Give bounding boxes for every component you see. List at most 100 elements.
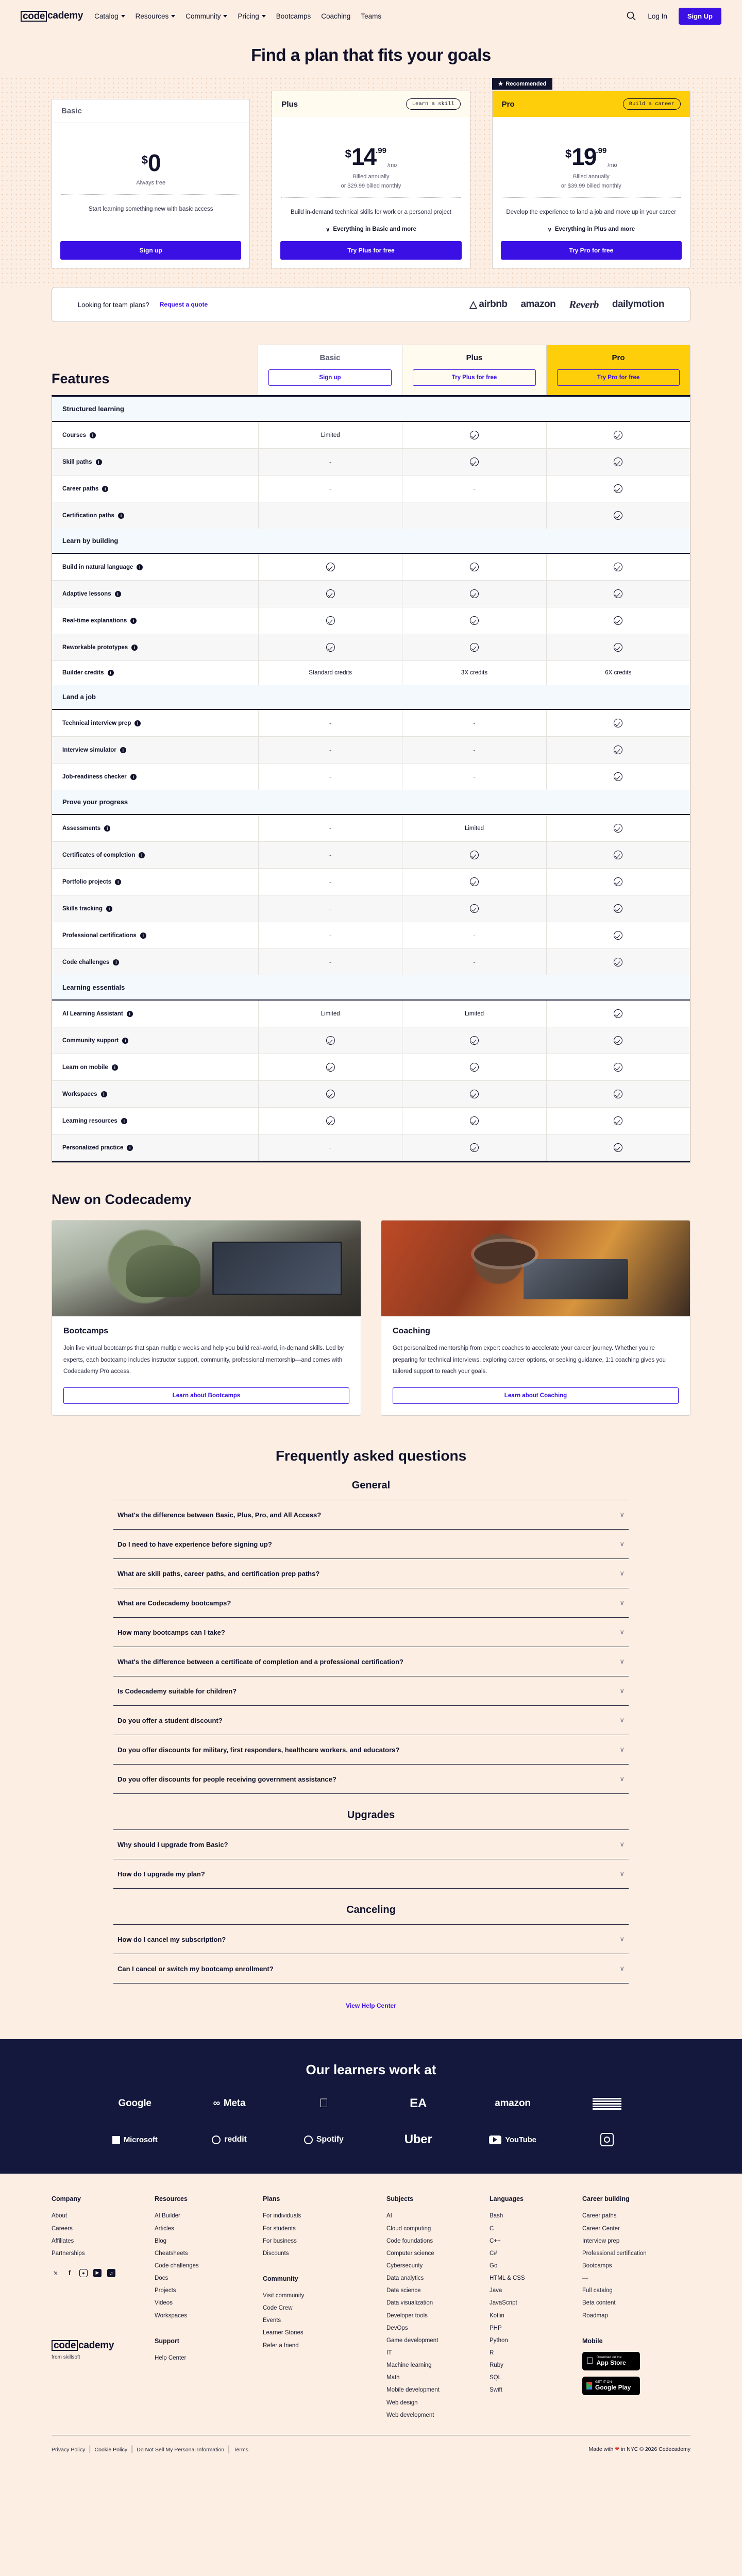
footer-link[interactable]: Roadmap [582,2312,608,2319]
faq-item[interactable]: What's the difference between a certific… [113,1647,629,1677]
footer-link[interactable]: Help Center [155,2354,187,2361]
footer-link[interactable]: Docs [155,2275,168,2282]
footer-link[interactable]: Visit community [263,2292,305,2299]
info-icon[interactable]: i [120,747,126,753]
footer-link[interactable]: Python [490,2337,508,2344]
footer-link[interactable]: About [52,2213,68,2219]
nav-link-pricing[interactable]: Pricing [238,12,266,20]
footer-link[interactable]: Cheatsheets [155,2250,188,2257]
plan-everything-toggle[interactable]: ∨ Everything in Basic and more [281,226,460,233]
footer-link[interactable]: JavaScript [490,2300,517,2307]
plan-cta-button[interactable]: Try Pro for free [500,241,682,260]
footer-link[interactable]: For students [263,2225,296,2232]
feature-basic-cta[interactable]: Sign up [268,369,392,386]
info-icon[interactable]: i [122,1037,129,1044]
footer-link[interactable]: For business [263,2238,297,2244]
faq-item[interactable]: Why should I upgrade from Basic? ∨ [113,1830,629,1860]
footer-link[interactable]: — [582,2275,588,2282]
footer-link[interactable]: Cloud computing [386,2225,431,2232]
plan-cta-button[interactable]: Sign up [60,241,242,260]
footer-link[interactable]: Blog [155,2238,167,2244]
tiktok-icon[interactable]: ♫ [107,2268,115,2277]
footer-link[interactable]: Code foundations [386,2238,433,2244]
footer-link[interactable]: Swift [490,2387,502,2394]
signup-button[interactable]: Sign Up [678,7,721,25]
info-icon[interactable]: i [115,878,122,885]
footer-link[interactable]: Game development [386,2337,439,2344]
footer-link[interactable]: Learner Stories [263,2330,303,2336]
nav-link-catalog[interactable]: Catalog [94,12,125,20]
new-card-cta-button[interactable]: Learn about Bootcamps [63,1387,349,1404]
footer-link[interactable]: SQL [490,2375,502,2381]
footer-link[interactable]: C# [490,2250,497,2257]
footer-link[interactable]: Events [263,2317,281,2324]
faq-item[interactable]: What's the difference between Basic, Plu… [113,1500,629,1530]
youtube-icon[interactable]: ▶ [93,2268,102,2277]
info-icon[interactable]: i [100,1091,107,1097]
footer-link[interactable]: Java [490,2287,502,2294]
info-icon[interactable]: i [126,1010,133,1017]
info-icon[interactable]: i [130,773,137,780]
feature-pro-cta[interactable]: Try Pro for free [557,369,680,386]
request-quote-link[interactable]: Request a quote [159,301,208,309]
footer-link[interactable]: Developer tools [386,2312,428,2319]
faq-item[interactable]: Do you offer a student discount? ∨ [113,1706,629,1736]
footer-link[interactable]: Kotlin [490,2312,504,2319]
search-icon[interactable] [626,11,636,21]
info-icon[interactable]: i [90,432,96,438]
footer-link[interactable]: Data science [386,2287,421,2294]
login-link[interactable]: Log In [648,12,667,20]
store-badge-app-store[interactable]:  Download on the App Store [582,2351,640,2370]
legal-link[interactable]: Privacy Policy [52,2446,86,2453]
footer-link[interactable]: R [490,2349,494,2356]
info-icon[interactable]: i [117,512,124,519]
info-icon[interactable]: i [104,825,111,832]
info-icon[interactable]: i [114,590,121,597]
footer-link[interactable]: Cybersecurity [386,2262,423,2269]
faq-item[interactable]: Do I need to have experience before sign… [113,1530,629,1560]
faq-item[interactable]: Is Codecademy suitable for children? ∨ [113,1676,629,1706]
faq-item[interactable]: What are skill paths, career paths, and … [113,1559,629,1589]
legal-link[interactable]: Cookie Policy [94,2446,128,2453]
footer-link[interactable]: Math [386,2375,400,2381]
nav-link-community[interactable]: Community [185,12,228,20]
footer-link[interactable]: DevOps [386,2325,408,2331]
footer-link[interactable]: Bootcamps [582,2262,612,2269]
footer-link[interactable]: Go [490,2262,498,2269]
faq-item[interactable]: What are Codecademy bootcamps? ∨ [113,1588,629,1618]
x-icon[interactable]: 𝕩 [53,2268,58,2277]
faq-item[interactable]: Can I cancel or switch my bootcamp enrol… [113,1954,629,1984]
info-icon[interactable]: i [111,1064,118,1071]
info-icon[interactable]: i [131,644,138,651]
footer-link[interactable]: IT [386,2349,392,2356]
instagram-icon[interactable]: ● [79,2268,88,2277]
facebook-icon[interactable]: f [68,2269,71,2277]
info-icon[interactable]: i [121,1117,127,1124]
footer-link[interactable]: Videos [155,2300,173,2307]
footer-link[interactable]: Data analytics [386,2275,424,2282]
info-icon[interactable]: i [139,852,145,858]
footer-link[interactable]: AI [386,2213,392,2219]
footer-link[interactable]: Articles [155,2225,174,2232]
nav-link-resources[interactable]: Resources [136,12,176,20]
nav-link-coaching[interactable]: Coaching [321,12,350,20]
nav-link-bootcamps[interactable]: Bootcamps [276,12,311,20]
faq-item[interactable]: Do you offer discounts for military, fir… [113,1735,629,1765]
footer-link[interactable]: Interview prep [582,2238,620,2244]
info-icon[interactable]: i [113,959,120,965]
nav-link-teams[interactable]: Teams [361,12,381,20]
footer-link[interactable]: Computer science [386,2250,434,2257]
info-icon[interactable]: i [106,905,112,912]
legal-link[interactable]: Terms [233,2446,248,2453]
info-icon[interactable]: i [137,564,143,570]
feature-plus-cta[interactable]: Try Plus for free [413,369,536,386]
footer-link[interactable]: Mobile development [386,2387,440,2394]
footer-link[interactable]: Web design [386,2399,418,2406]
footer-link[interactable]: Career paths [582,2213,617,2219]
footer-link[interactable]: Ruby [490,2362,503,2369]
codecademy-logo[interactable]: code cademy [21,10,83,22]
footer-link[interactable]: Partnerships [52,2250,85,2257]
footer-link[interactable]: C [490,2225,494,2232]
footer-link[interactable]: Professional certification [582,2250,647,2257]
footer-link[interactable]: Workspaces [155,2312,188,2319]
